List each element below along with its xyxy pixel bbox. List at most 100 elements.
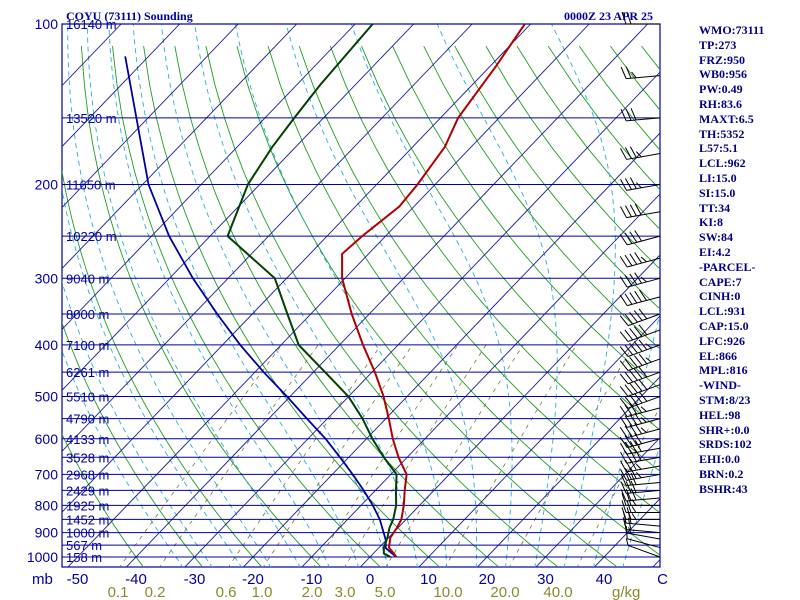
wind-barb	[620, 467, 661, 481]
index-line: -WIND-	[699, 378, 741, 393]
wind-barb	[625, 538, 661, 558]
dry-adiabat-line	[80, 46, 322, 567]
index-line: BSHR:43	[699, 481, 748, 496]
dry-adiabat-line	[392, 45, 660, 390]
temperature-label: 0	[366, 571, 374, 588]
wind-barb	[620, 108, 661, 122]
isotherm-line	[62, 24, 532, 513]
height-label: 7100 m	[66, 338, 109, 353]
pressure-unit-label: mb	[32, 571, 53, 588]
index-line: -PARCEL-	[699, 259, 756, 274]
pressure-label: 200	[35, 176, 59, 192]
height-labels: 16140 m 13520 m 11650 m 10220 m 9040 m 8000 m…	[66, 17, 117, 565]
height-label: 567 m	[66, 538, 102, 553]
mixing-ratio-label: 0.2	[145, 584, 166, 600]
index-line: RH:83.6	[699, 96, 742, 111]
mixing-ratio-line	[158, 344, 319, 567]
dry-adiabat-line	[62, 433, 144, 567]
height-label: 3528 m	[66, 450, 109, 465]
mixing-ratio-line	[444, 344, 577, 567]
wind-barb	[621, 11, 660, 25]
mixing-ratio-label: 2.0	[302, 584, 323, 600]
mixing-ratio-label: 0.6	[216, 584, 237, 600]
height-label: 13520 m	[66, 111, 117, 126]
pressure-label: 400	[35, 337, 59, 353]
wind-barb	[619, 230, 661, 246]
height-label: 1925 m	[66, 498, 109, 513]
profiles	[124, 24, 526, 558]
index-line: TH:5352	[699, 126, 745, 141]
height-label: 2968 m	[66, 467, 109, 482]
dewpoint-trace	[226, 24, 398, 558]
dry-adiabat-line	[143, 46, 441, 567]
isotherm-line	[184, 71, 660, 567]
isotherm-line	[535, 437, 660, 567]
dry-adiabat-line	[454, 45, 660, 310]
index-line: PW:0.49	[699, 82, 743, 97]
mixing-ratio-lines	[119, 344, 660, 567]
mixing-ratio-label: 5.0	[375, 584, 396, 600]
mixing-ratio-line	[344, 344, 487, 567]
isotherm-line	[0, 24, 4, 568]
index-line: EL:866	[699, 348, 738, 363]
height-label: 1000 m	[66, 526, 109, 541]
station-title: COYU (73111) Sounding	[66, 9, 193, 23]
mixing-ratio-unit-label: g/kg	[612, 584, 640, 600]
valid-time: 0000Z 23 APR 25	[564, 9, 654, 23]
index-line: WB0:956	[699, 67, 747, 82]
height-label: 5510 m	[66, 390, 109, 405]
isotherm-line	[67, 24, 590, 567]
wind-barb	[620, 66, 661, 80]
index-line: EHI:0.0	[699, 452, 741, 467]
pressure-label: 100	[35, 16, 59, 32]
index-line: SI:15.0	[699, 185, 736, 200]
temperature-label: 10	[420, 571, 437, 588]
isotherm-line	[125, 24, 649, 567]
isotherm-line	[62, 24, 64, 26]
mixing-ratio-line	[119, 344, 283, 567]
pressure-labels: 100 200 300 400 500 600 700 800 900 1000 mb	[27, 16, 58, 588]
height-label: 11650 m	[66, 177, 116, 192]
height-label: 4133 m	[66, 432, 109, 447]
wind-barb	[620, 472, 661, 487]
wind-barb	[619, 379, 661, 397]
moist-adiabat-line	[436, 24, 558, 567]
plot-lines	[0, 24, 660, 568]
wind-barb	[620, 146, 661, 160]
isotherm-line	[476, 376, 660, 567]
mixing-ratio-label: 20.0	[490, 584, 519, 600]
wind-barb	[619, 324, 661, 343]
height-label: 8000 m	[66, 307, 109, 322]
temperature-label: -20	[242, 571, 264, 588]
dry-adiabat-line	[112, 46, 381, 567]
wind-barb	[619, 391, 661, 409]
moist-adiabat-line	[132, 24, 360, 567]
wind-barb	[620, 488, 661, 502]
index-line: BRN:0.2	[699, 466, 744, 481]
index-line: FRZ:950	[699, 52, 745, 67]
isotherm-line	[62, 24, 181, 148]
pressure-label: 600	[35, 431, 59, 447]
index-line: STM:8/23	[699, 392, 751, 407]
moist-adiabat-line	[160, 24, 389, 567]
dry-adiabat-line	[423, 45, 660, 350]
moist-adiabat-line	[592, 311, 660, 567]
dry-adiabat-line	[298, 45, 660, 514]
moist-adiabat-line	[551, 24, 616, 567]
wind-barb	[620, 203, 661, 219]
temperature-label: 20	[479, 571, 496, 588]
isotherm-line	[418, 315, 660, 567]
wind-barb	[619, 308, 661, 327]
moist-adiabat-line	[62, 280, 213, 567]
index-line: MAXT:6.5	[699, 111, 754, 126]
index-line: LCL:962	[699, 156, 746, 171]
isotherm-line	[62, 24, 356, 331]
mixing-ratio-line	[576, 406, 660, 567]
height-label: 16140 m	[66, 17, 117, 32]
dry-adiabat-line	[62, 321, 204, 567]
wind-barb	[620, 440, 661, 455]
isotherm-line	[62, 24, 239, 209]
moist-adiabat-line	[62, 187, 242, 567]
index-line: TT:34	[699, 200, 731, 215]
moist-adiabat-line	[67, 24, 272, 567]
